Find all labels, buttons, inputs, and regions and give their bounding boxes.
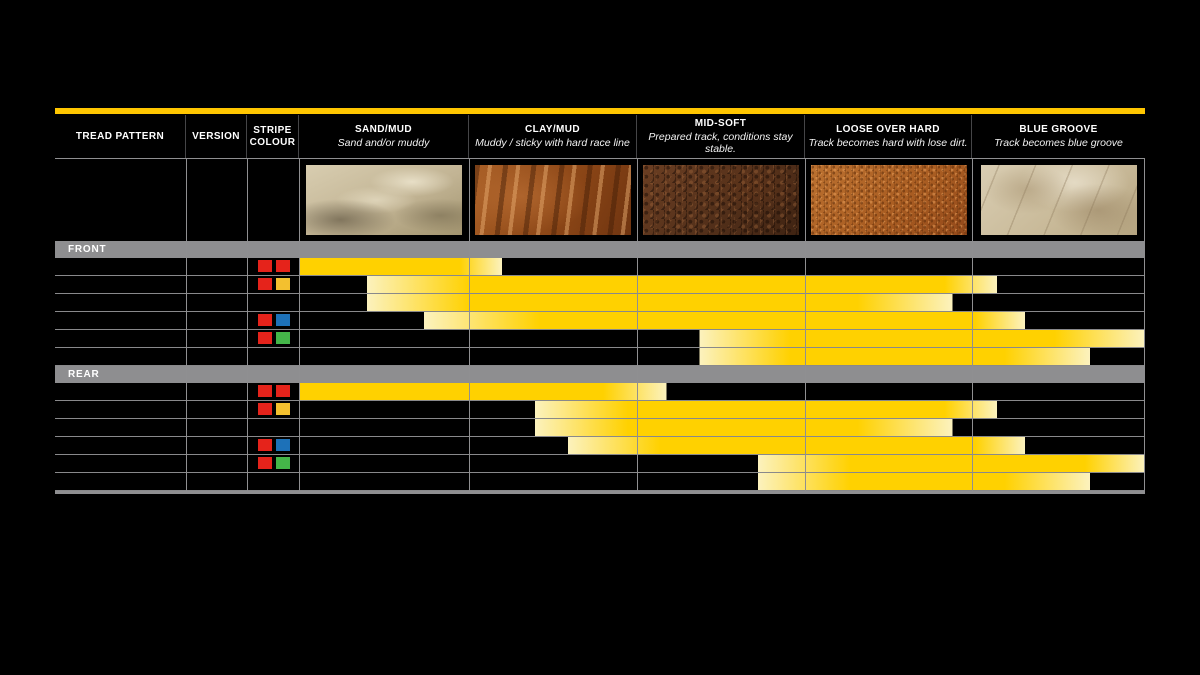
application-range-bar <box>300 419 1145 436</box>
terrain-photo-cell <box>972 159 1145 241</box>
column-subtitle: Track becomes blue groove <box>994 136 1123 149</box>
stripe-colour-chips <box>258 439 290 451</box>
photo-row-spacer <box>55 159 299 241</box>
section-band-rear: REAR <box>55 366 1145 383</box>
column-title: VERSION <box>192 130 240 142</box>
application-range-bar <box>300 455 1145 472</box>
application-range-bar <box>300 258 1145 275</box>
terrain-photo-midsoft <box>643 165 799 235</box>
stripe-chip-red <box>258 332 272 344</box>
terrain-photo-loose <box>810 165 967 235</box>
stripe-chip-green <box>276 332 290 344</box>
stripe-chip-red <box>258 439 272 451</box>
application-range-bar <box>300 312 1145 329</box>
tread-pattern-table: TREAD PATTERN VERSION STRIPE COLOUR SAND… <box>55 115 1145 494</box>
stripe-chip-green <box>276 457 290 469</box>
column-title: TREAD PATTERN <box>75 130 165 142</box>
terrain-photo-bluegroove <box>980 165 1137 235</box>
application-range-bar <box>300 276 1145 293</box>
stripe-chip-yellow <box>276 278 290 290</box>
stripe-colour-chips <box>258 457 290 469</box>
column-title: STRIPE COLOUR <box>249 124 296 148</box>
column-header-sand: SAND/MUD Sand and/or muddy <box>299 115 469 158</box>
terrain-photo-clay <box>475 165 631 235</box>
tread-row <box>55 419 1145 437</box>
stripe-chip-red <box>258 260 272 272</box>
application-range-bar <box>300 473 1145 490</box>
table-body: FRONT REAR <box>55 241 1145 491</box>
column-header-bluegroove: BLUE GROOVE Track becomes blue groove <box>972 115 1145 158</box>
application-range-bar <box>300 348 1145 365</box>
stripe-colour-chips <box>258 385 290 397</box>
column-header-loose: LOOSE OVER HARD Track becomes hard with … <box>805 115 972 158</box>
column-title: BLUE GROOVE <box>1019 123 1098 135</box>
column-header-version: VERSION <box>186 115 247 158</box>
stripe-chip-yellow <box>276 403 290 415</box>
application-range-bar <box>300 294 1145 311</box>
application-range-bar <box>300 437 1145 454</box>
column-title: MID-SOFT <box>694 117 747 129</box>
column-subtitle: Prepared track, conditions stay stable. <box>648 130 793 155</box>
column-header-tread: TREAD PATTERN <box>55 115 186 158</box>
table-header-row: TREAD PATTERN VERSION STRIPE COLOUR SAND… <box>55 115 1145 159</box>
tread-row <box>55 330 1145 348</box>
application-range-bar <box>300 330 1145 347</box>
application-chart: TREAD PATTERN VERSION STRIPE COLOUR SAND… <box>55 108 1145 494</box>
column-header-midsoft: MID-SOFT Prepared track, conditions stay… <box>637 115 805 158</box>
stripe-chip-blue <box>276 439 290 451</box>
stripe-colour-chips <box>258 314 290 326</box>
column-subtitle: Muddy / sticky with hard race line <box>475 136 630 149</box>
tread-row <box>55 258 1145 276</box>
table-bottom-border <box>55 491 1145 494</box>
column-subtitle: Sand and/or muddy <box>337 136 430 149</box>
tread-row <box>55 383 1145 401</box>
column-title: SAND/MUD <box>354 123 413 135</box>
stripe-colour-chips <box>258 403 290 415</box>
section-band-front: FRONT <box>55 241 1145 258</box>
terrain-photo-cell <box>469 159 637 241</box>
stripe-chip-red <box>276 385 290 397</box>
stripe-chip-red <box>258 457 272 469</box>
tread-row <box>55 401 1145 419</box>
accent-top-bar <box>55 108 1145 114</box>
application-range-bar <box>300 383 1145 400</box>
stripe-colour-chips <box>258 278 290 290</box>
stripe-chip-red <box>258 314 272 326</box>
tread-row <box>55 455 1145 473</box>
column-title: CLAY/MUD <box>524 123 581 135</box>
tread-row <box>55 437 1145 455</box>
application-range-bar <box>300 401 1145 418</box>
column-title: LOOSE OVER HARD <box>836 123 940 135</box>
terrain-photo-cell <box>299 159 469 241</box>
tread-row <box>55 473 1145 491</box>
tread-row <box>55 294 1145 312</box>
stripe-chip-red <box>276 260 290 272</box>
tread-row <box>55 312 1145 330</box>
tread-row <box>55 348 1145 366</box>
column-header-clay: CLAY/MUD Muddy / sticky with hard race l… <box>469 115 637 158</box>
terrain-photo-row <box>55 159 1145 241</box>
stripe-chip-red <box>258 403 272 415</box>
section-label: REAR <box>68 369 100 380</box>
terrain-photo-sand <box>306 165 462 235</box>
terrain-photo-cell <box>637 159 805 241</box>
column-subtitle: Track becomes hard with lose dirt. <box>808 136 968 149</box>
stripe-chip-red <box>258 385 272 397</box>
tread-row <box>55 276 1145 294</box>
section-label: FRONT <box>68 244 107 255</box>
stripe-chip-red <box>258 278 272 290</box>
stripe-colour-chips <box>258 260 290 272</box>
column-header-stripe: STRIPE COLOUR <box>247 115 299 158</box>
stripe-chip-blue <box>276 314 290 326</box>
stripe-colour-chips <box>258 332 290 344</box>
terrain-photo-cell <box>805 159 972 241</box>
